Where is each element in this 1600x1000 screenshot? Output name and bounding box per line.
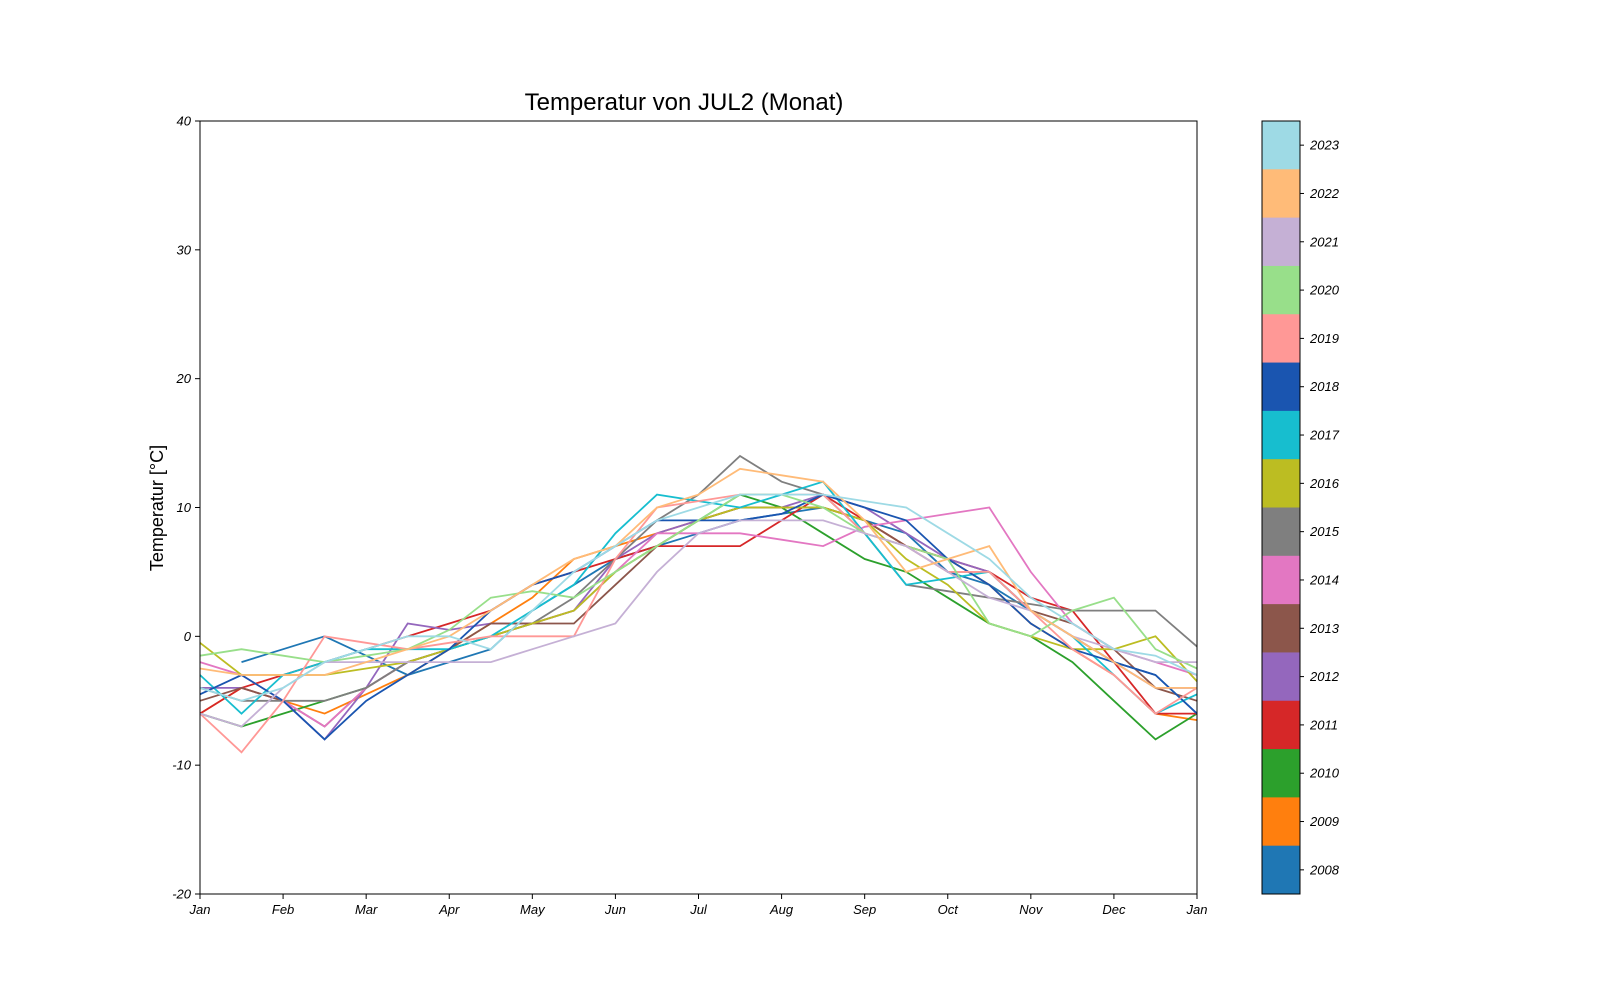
colorbar-swatch-2012: [1262, 652, 1300, 702]
colorbar-label-2017: 2017: [1309, 428, 1340, 443]
colorbar-swatch-2016: [1262, 459, 1300, 508]
colorbar-label-2016: 2016: [1309, 476, 1340, 491]
x-tick-label: Jun: [604, 902, 626, 917]
y-tick-label: 0: [184, 629, 192, 644]
colorbar-label-2021: 2021: [1309, 234, 1339, 249]
colorbar-swatch-2018: [1262, 362, 1300, 412]
series-line-2022: [199, 467, 1197, 689]
x-tick-label: Feb: [272, 902, 294, 917]
colorbar-swatch-2009: [1262, 797, 1300, 847]
colorbar-swatch-2013: [1262, 604, 1300, 653]
x-tick-label: Jul: [689, 902, 708, 917]
colorbar-swatch-2011: [1262, 700, 1300, 750]
colorbar-swatch-2020: [1262, 265, 1300, 315]
colorbar-label-2012: 2012: [1309, 669, 1340, 684]
y-axis-label: Temperatur [°C]: [147, 445, 167, 571]
colorbar-swatch-2023: [1262, 121, 1300, 170]
colorbar-swatch-2014: [1262, 555, 1300, 605]
x-tick-label: Jan: [189, 902, 211, 917]
colorbar-label-2011: 2011: [1309, 717, 1338, 732]
y-tick-label: 40: [177, 114, 192, 129]
y-tick-label: 10: [177, 500, 192, 515]
series-line-2009: [199, 506, 1198, 721]
x-tick-label: Mar: [355, 902, 378, 917]
colorbar-frame: [1261, 120, 1301, 895]
x-tick-label: Sep: [853, 902, 876, 917]
colorbar-label-2015: 2015: [1309, 524, 1340, 539]
x-tick-label: Oct: [938, 902, 960, 917]
series-line-2017: [199, 480, 1198, 715]
y-tick-label: 30: [177, 242, 192, 257]
colorbar-swatch-2019: [1262, 314, 1300, 364]
y-tick-label: -10: [172, 758, 192, 773]
colorbar-label-2019: 2019: [1309, 331, 1339, 346]
x-tick-label: Dec: [1102, 902, 1126, 917]
colorbar-label-2014: 2014: [1309, 572, 1339, 587]
colorbar: 2023 2022 2021 2020 2019 2018 2017 2016 2015 2014…: [1261, 120, 1340, 895]
colorbar-label-2013: 2013: [1309, 621, 1340, 636]
series-line-2020: [199, 493, 1198, 670]
x-tick-label: Apr: [438, 902, 460, 917]
colorbar-label-2018: 2018: [1309, 379, 1340, 394]
y-tick-label: -20: [172, 887, 192, 902]
colorbar-swatch-2008: [1262, 845, 1300, 895]
series-line-2015: [199, 454, 1198, 702]
series-line-2021: [199, 519, 1197, 728]
y-axis-ticks: 40 30 20 10 0 -10 -20: [172, 114, 200, 902]
x-tick-label: Jan: [1186, 902, 1208, 917]
series-line-2023: [199, 493, 1198, 702]
colorbar-label-2009: 2009: [1309, 814, 1339, 829]
chart-title: Temperatur von JUL2 (Monat): [525, 89, 844, 116]
colorbar-label-2010: 2010: [1309, 766, 1340, 781]
series-lines: [199, 454, 1198, 754]
colorbar-swatch-2022: [1262, 169, 1300, 219]
x-tick-label: Nov: [1019, 902, 1044, 917]
colorbar-swatch-2021: [1262, 217, 1300, 267]
series-line-2008: [241, 506, 1198, 715]
colorbar-swatch-2010: [1262, 749, 1300, 798]
colorbar-label-2020: 2020: [1309, 283, 1340, 298]
y-tick-label: 20: [176, 371, 192, 386]
x-axis-ticks: Jan Feb Mar Apr May Jun Jul Aug Sep Oct Nov Dec Jan: [189, 894, 1208, 917]
x-tick-label: May: [520, 902, 546, 917]
series-line-2011: [199, 493, 1197, 715]
colorbar-label-2008: 2008: [1309, 862, 1340, 877]
colorbar-swatch-2017: [1262, 410, 1300, 460]
colorbar-label-2023: 2023: [1309, 138, 1340, 153]
colorbar-label-2022: 2022: [1309, 186, 1340, 201]
colorbar-swatch-2015: [1262, 507, 1300, 557]
x-tick-label: Aug: [769, 902, 794, 917]
